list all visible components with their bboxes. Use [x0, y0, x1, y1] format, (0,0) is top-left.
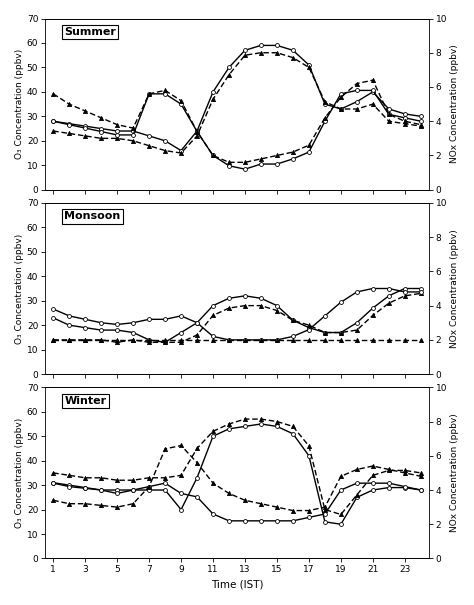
Y-axis label: NOx Concentration (ppbv): NOx Concentration (ppbv): [450, 413, 459, 532]
Text: Monsoon: Monsoon: [64, 212, 121, 221]
Y-axis label: O₃ Concentration (ppbv): O₃ Concentration (ppbv): [15, 49, 24, 159]
Y-axis label: NOx Concentration (ppbv): NOx Concentration (ppbv): [450, 45, 459, 163]
Text: Winter: Winter: [64, 396, 107, 406]
Y-axis label: O₃ Concentration (ppbv): O₃ Concentration (ppbv): [15, 234, 24, 344]
Text: Summer: Summer: [64, 27, 116, 37]
Y-axis label: O₃ Concentration (ppbv): O₃ Concentration (ppbv): [15, 418, 24, 528]
X-axis label: Time (IST): Time (IST): [211, 580, 263, 590]
Y-axis label: NOx Concentration (ppbv): NOx Concentration (ppbv): [450, 229, 459, 348]
